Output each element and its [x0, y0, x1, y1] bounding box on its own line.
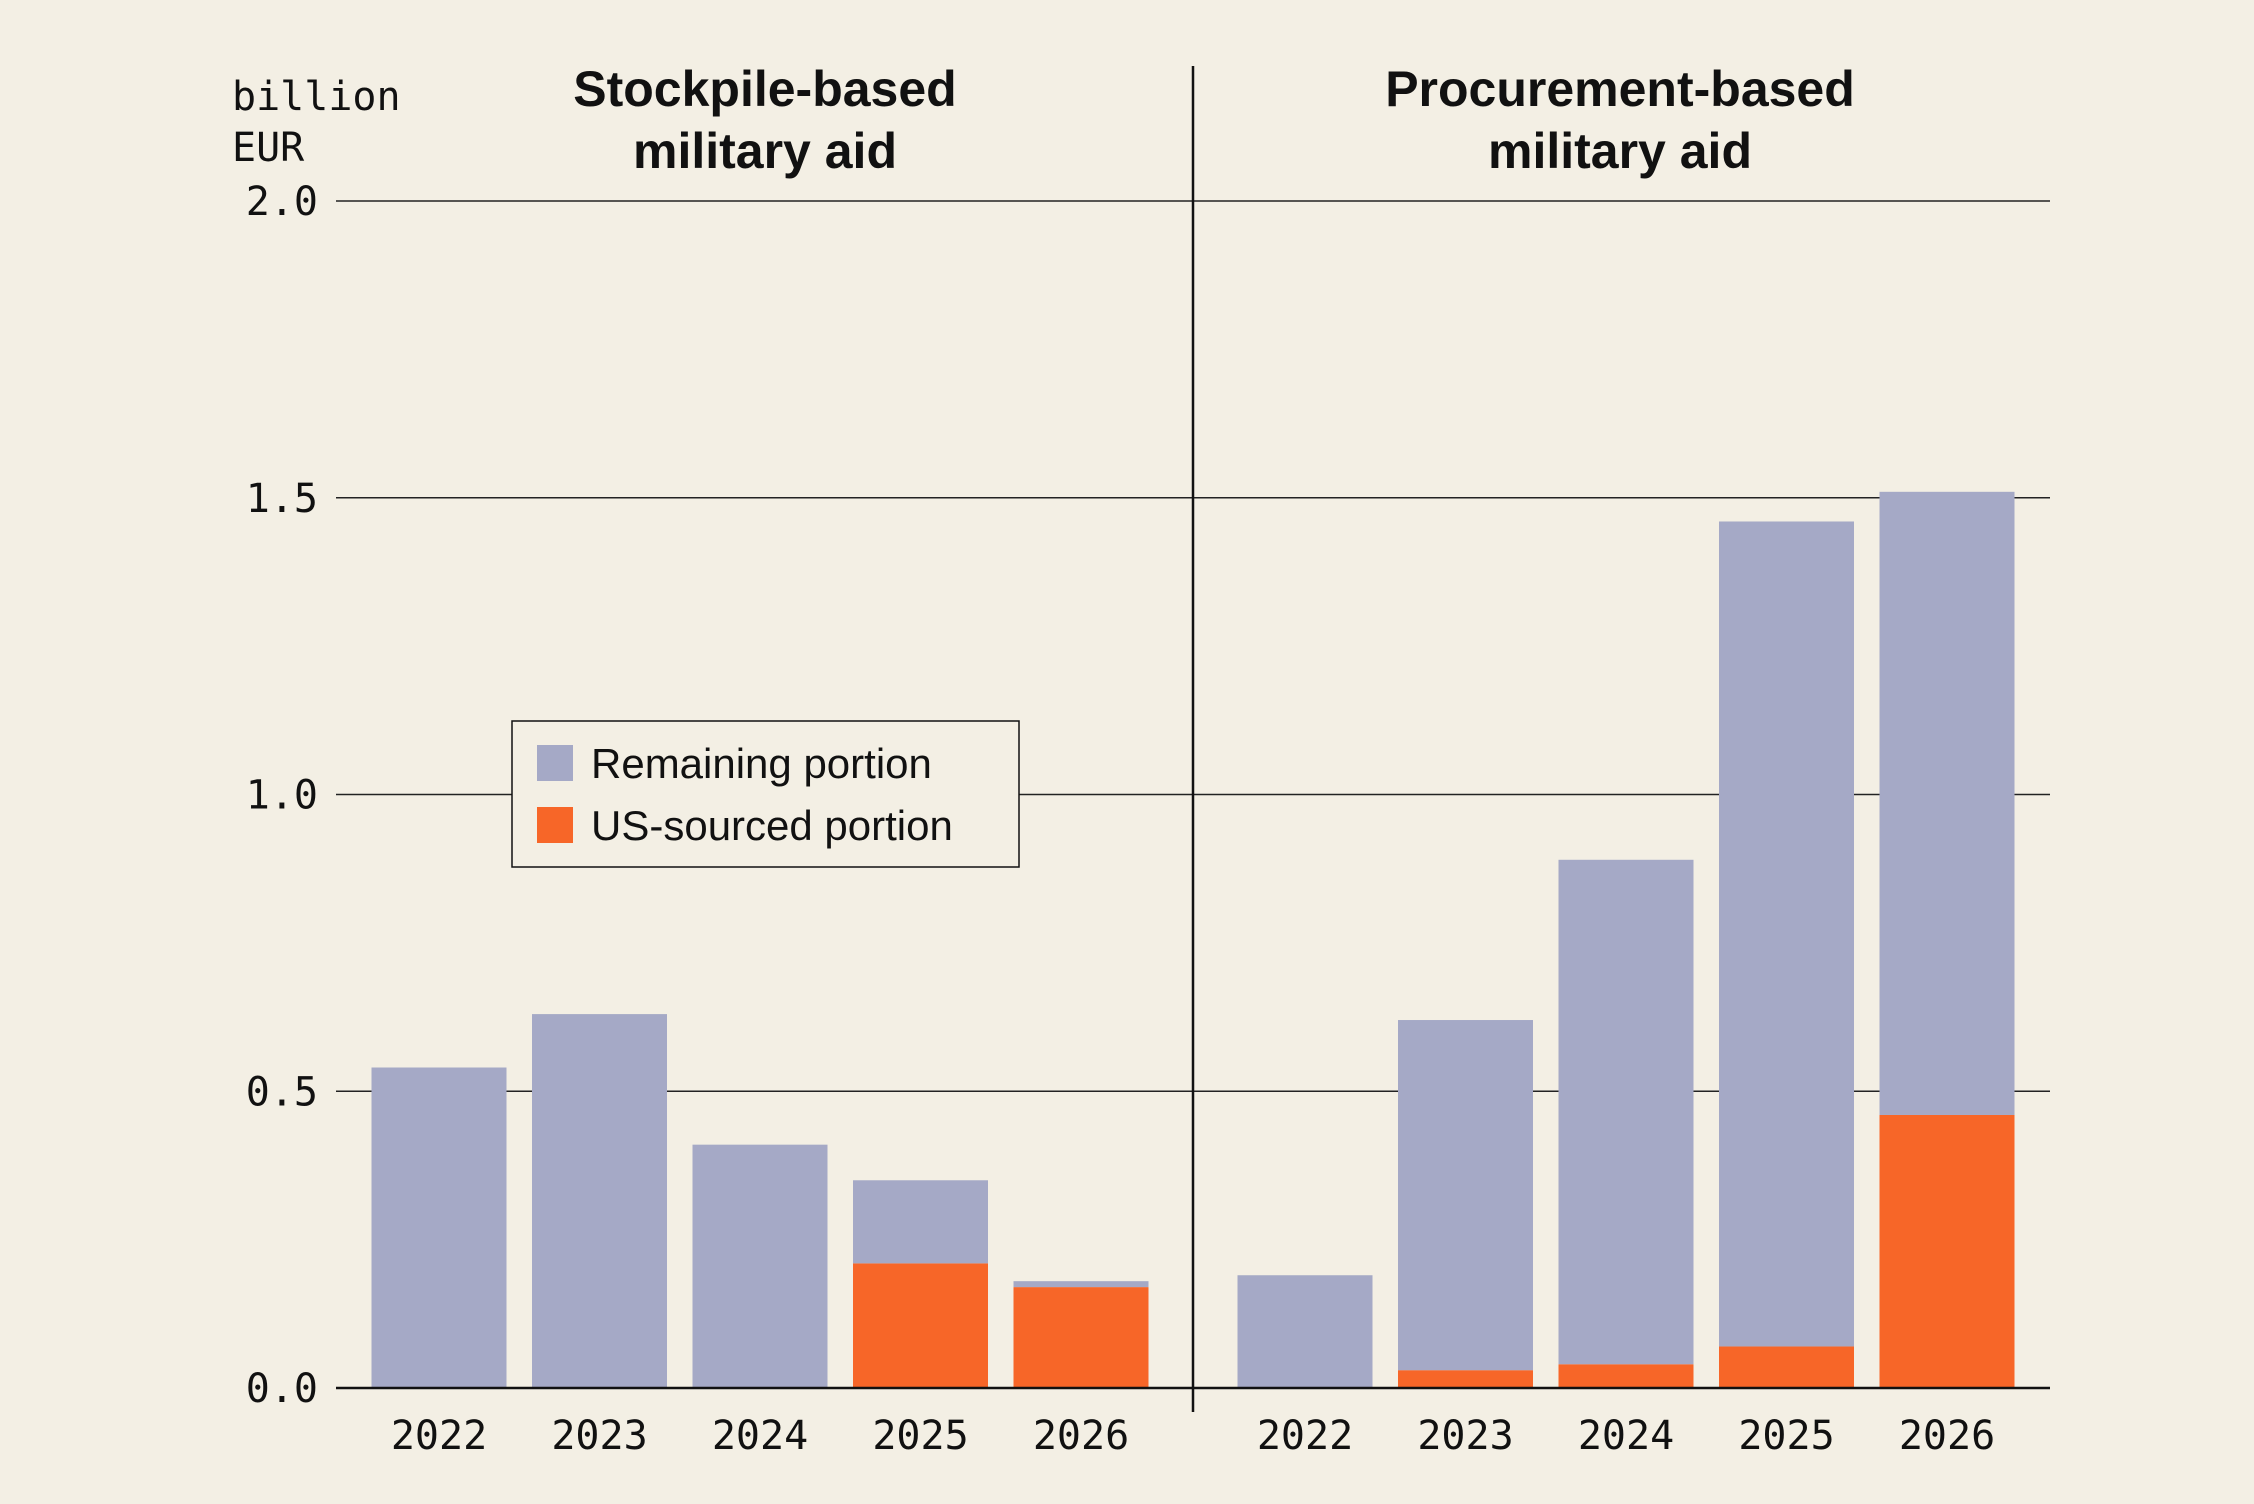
bar-segment — [1237, 1275, 1373, 1388]
bar-segment — [532, 1014, 667, 1388]
bar-segment — [1558, 1364, 1694, 1388]
legend-swatch-us-sourced — [537, 807, 573, 843]
unit-label-line-1: billion — [232, 74, 401, 120]
y-tick-label: 1.0 — [246, 773, 318, 819]
legend-label-us-sourced: US-sourced portion — [591, 802, 953, 849]
bar-segment — [853, 1180, 988, 1264]
x-tick-label: 2025 — [1738, 1413, 1834, 1459]
bar-segment — [371, 1067, 507, 1388]
legend-label-remaining: Remaining portion — [591, 740, 932, 787]
axes — [336, 66, 2050, 1412]
bar-segment — [1398, 1020, 1533, 1371]
x-tick-label: 2022 — [1257, 1413, 1353, 1459]
panel-title-stockpile-line-2: military aid — [633, 123, 897, 179]
bar-segment — [1879, 491, 2015, 1115]
bar-segment — [1558, 859, 1694, 1365]
legend: Remaining portion US-sourced portion — [511, 720, 1020, 868]
x-tick-label: 2026 — [1033, 1413, 1129, 1459]
labels: billion EUR Stockpile-based military aid… — [232, 61, 1995, 1459]
y-tick-label: 0.0 — [246, 1366, 318, 1412]
x-tick-label: 2024 — [712, 1413, 808, 1459]
x-tick-label: 2024 — [1578, 1413, 1674, 1459]
bar-segment — [853, 1263, 988, 1388]
panel-title-stockpile-line-1: Stockpile-based — [573, 61, 956, 117]
panel-title-procurement-line-2: military aid — [1488, 123, 1752, 179]
y-tick-label: 0.5 — [246, 1069, 318, 1115]
x-tick-label: 2026 — [1899, 1413, 1995, 1459]
x-tick-label: 2025 — [872, 1413, 968, 1459]
legend-swatch-remaining — [537, 745, 573, 781]
x-tick-label: 2023 — [551, 1413, 647, 1459]
x-tick-label: 2023 — [1417, 1413, 1513, 1459]
bar-segment — [1719, 1346, 1854, 1388]
x-tick-label: 2022 — [391, 1413, 487, 1459]
bar-segment — [692, 1144, 828, 1388]
legend-box — [511, 720, 1020, 868]
bar-segment — [1879, 1114, 2015, 1388]
bar-segment — [1719, 521, 1854, 1347]
panel-title-procurement-line-1: Procurement-based — [1385, 61, 1855, 117]
bars — [371, 491, 2015, 1388]
unit-label-line-2: EUR — [232, 125, 305, 171]
bar-segment — [1013, 1287, 1149, 1388]
bar-segment — [1398, 1370, 1533, 1388]
bar-segment — [1013, 1281, 1149, 1288]
y-tick-label: 1.5 — [246, 476, 318, 522]
y-tick-label: 2.0 — [246, 179, 318, 225]
